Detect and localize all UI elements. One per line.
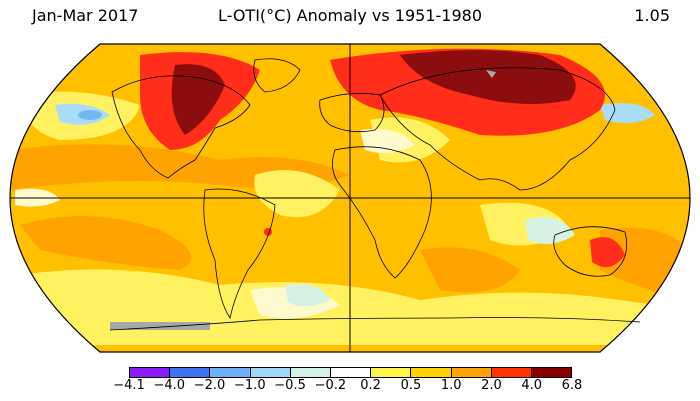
- global-mean-value: 1.05: [634, 6, 670, 25]
- legend-tick-label: −2.0: [193, 378, 226, 393]
- south-america-coast: [203, 188, 276, 320]
- europe-coast: [319, 92, 385, 133]
- legend-tick-label: −4.0: [153, 378, 186, 393]
- legend-swatch: [491, 368, 532, 377]
- coastlines: [109, 58, 641, 331]
- anomaly-region: [78, 110, 102, 120]
- anomaly-map: [9, 43, 691, 353]
- legend-swatch: [411, 368, 452, 377]
- legend-swatch: [130, 368, 171, 377]
- anomaly-region: [600, 102, 655, 124]
- legend-swatch: [210, 368, 251, 377]
- legend-tick-label: 0.5: [400, 378, 422, 393]
- anomaly-region: [171, 64, 225, 135]
- period-label: Jan-Mar 2017: [32, 6, 139, 25]
- missing-data-region: [110, 322, 210, 330]
- legend-swatch: [330, 368, 372, 377]
- legend-tick-label: 6.8: [561, 378, 583, 393]
- legend-swatch: [170, 368, 211, 377]
- legend-tick-label: 4.0: [521, 378, 543, 393]
- antarctica-coast: [109, 317, 641, 331]
- greenland-coast: [253, 58, 301, 93]
- legend-swatch: [371, 368, 412, 377]
- legend-tick-label: 1.0: [440, 378, 462, 393]
- legend-tick-label: −1.0: [234, 378, 266, 393]
- anomaly-region: [20, 216, 192, 270]
- color-scale-ticks: −4.1 −4.0 −2.0 −1.0 −0.5 −0.2 0.2 0.5 1.0 2.0 4.0 6…: [0, 378, 700, 396]
- legend-tick-label: −0.2: [314, 378, 347, 393]
- legend-swatch: [290, 368, 331, 377]
- color-scale-bar: [129, 367, 572, 378]
- legend-tick-label: −4.1: [113, 378, 145, 393]
- anomaly-region: [400, 50, 576, 104]
- globe-outline: [9, 43, 691, 353]
- legend-swatch: [531, 368, 572, 377]
- legend-tick-label: 0.2: [360, 378, 381, 393]
- anomaly-region: [420, 247, 520, 293]
- anomaly-region: [285, 284, 330, 307]
- asia-coast: [379, 67, 616, 191]
- map-title: L-OTI(°C) Anomaly vs 1951-1980: [217, 6, 483, 25]
- anomaly-region: [590, 237, 625, 268]
- legend-swatch: [451, 368, 492, 377]
- australia-coast: [553, 226, 628, 277]
- anomaly-region: [525, 217, 575, 244]
- africa-coast: [332, 146, 432, 279]
- legend-swatch: [250, 368, 291, 377]
- anomaly-region: [254, 170, 340, 218]
- legend-tick-label: −0.5: [274, 378, 306, 393]
- north-america-coast: [111, 75, 251, 179]
- legend-tick-label: 2.0: [481, 378, 502, 393]
- missing-data-region: [486, 70, 496, 78]
